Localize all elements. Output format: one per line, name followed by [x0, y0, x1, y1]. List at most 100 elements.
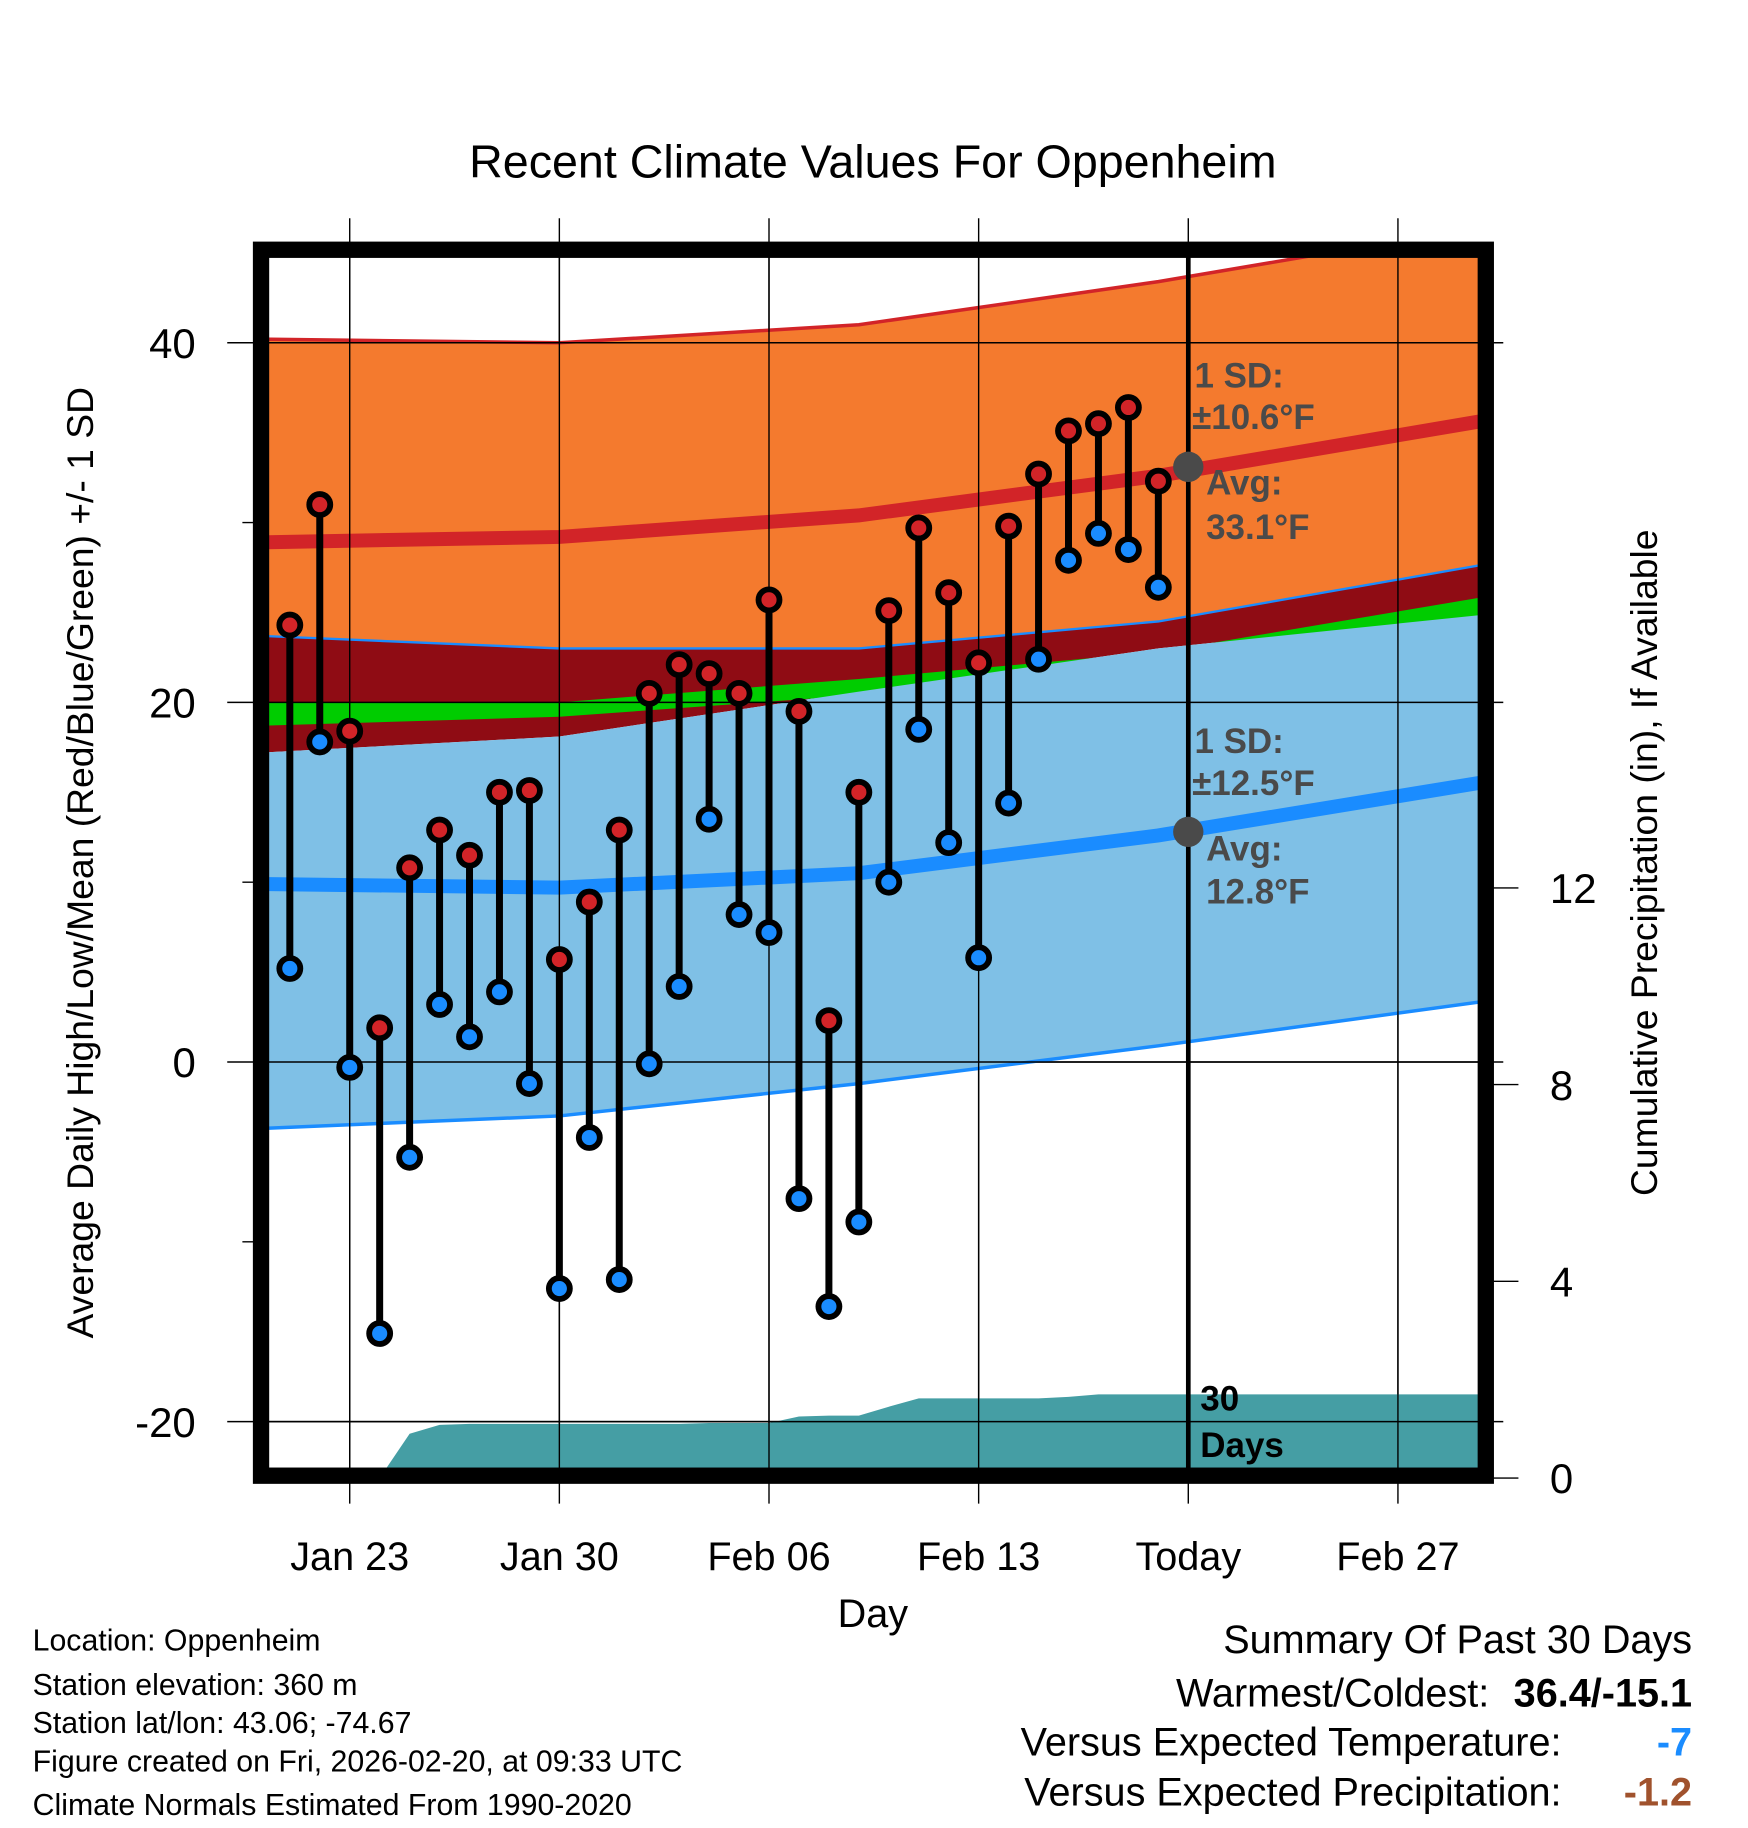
y2-axis-label: Cumulative Precipitation (in), If Availa… [1623, 529, 1665, 1196]
daily-high-point [545, 946, 573, 973]
daily-high-point [1144, 467, 1172, 495]
daily-high-point [935, 579, 963, 607]
daily-low-point [575, 1124, 603, 1151]
daily-high-point [815, 1007, 843, 1035]
summary-temp-value: -7 [1657, 1720, 1692, 1764]
high-lower-line [261, 563, 1486, 650]
info-latlon: Station lat/lon: 43.06; -74.67 [33, 1707, 412, 1740]
summary-precip-label: Versus Expected Precipitation: [1024, 1770, 1561, 1814]
x-tick-label: Feb 13 [917, 1535, 1040, 1579]
station-info: Location: Oppenheim Station elevation: 3… [33, 1624, 683, 1821]
daily-low-point [456, 1023, 483, 1051]
daily-high-point [755, 586, 783, 614]
daily-high-point [276, 611, 304, 639]
daily-low-point [755, 919, 783, 946]
daily-low-point [695, 805, 723, 833]
daily-high-point [456, 841, 483, 869]
daily-high-point [336, 717, 364, 745]
daily-low-point [516, 1070, 543, 1097]
y-tick-label: 40 [149, 320, 196, 367]
daily-low-point [665, 973, 693, 1000]
precip-days-label-2: Days [1200, 1426, 1284, 1465]
daily-high-point [1114, 394, 1142, 421]
daily-high-point [695, 660, 723, 688]
chart-title: Recent Climate Values For Oppenheim [469, 136, 1276, 188]
daily-low-point [935, 829, 963, 857]
daily-low-point [426, 991, 453, 1018]
daily-low-point [845, 1208, 873, 1236]
info-elevation: Station elevation: 360 m [33, 1669, 358, 1702]
low-avg-label: Avg: [1206, 829, 1282, 868]
high-avg-line [261, 413, 1486, 550]
daily-low-point [306, 728, 334, 756]
daily-high-point [905, 514, 933, 542]
daily-low-point [605, 1266, 633, 1293]
daily-low-point [785, 1185, 813, 1213]
daily-high-point [1025, 460, 1052, 488]
daily-high-point [396, 854, 424, 882]
daily-low-point [1114, 536, 1142, 563]
daily-low-point [905, 715, 933, 743]
daily-low-point [1144, 573, 1172, 601]
plot-frame [252, 241, 1494, 1484]
low-avg-value: 12.8°F [1206, 873, 1309, 912]
x-tick-label: Jan 23 [290, 1535, 409, 1579]
summary-temp-label: Versus Expected Temperature: [1021, 1720, 1562, 1764]
y2-tick-label: 4 [1550, 1258, 1573, 1305]
x-tick-label: Feb 06 [707, 1535, 830, 1579]
summary-warm-cold-value: 36.4/-15.1 [1514, 1671, 1692, 1715]
mean-band [261, 596, 1486, 726]
y2-tick-label: 12 [1550, 865, 1597, 912]
daily-low-point [366, 1320, 394, 1347]
high-avg-label: Avg: [1206, 463, 1282, 502]
today-high-avg-marker [1173, 451, 1204, 482]
daily-high-point [725, 679, 753, 707]
low-sd-label: 1 SD: [1194, 722, 1283, 761]
daily-low-point [995, 789, 1022, 817]
daily-low-point [725, 901, 753, 928]
y-tick-label: -20 [135, 1399, 196, 1446]
cumulative-precip-area [381, 1394, 1486, 1476]
info-location: Location: Oppenheim [33, 1624, 321, 1657]
daily-high-point [635, 679, 663, 707]
daily-high-point [995, 512, 1022, 540]
daily-high-point [575, 888, 603, 916]
annotations: 1 SD: ±10.6°F Avg: 33.1°F 1 SD: ±12.5°F … [1192, 356, 1315, 1465]
x-axis-label: Day [838, 1592, 909, 1636]
daily-high-point [605, 816, 633, 844]
daily-low-point [965, 944, 993, 972]
daily-low-point [1055, 546, 1082, 574]
today-low-avg-marker [1173, 816, 1204, 847]
x-tick-label: Jan 30 [500, 1535, 619, 1579]
daily-low-point [815, 1293, 843, 1320]
summary-title: Summary Of Past 30 Days [1223, 1618, 1692, 1662]
y-tick-label: 0 [172, 1039, 195, 1086]
y2-tick-label: 0 [1550, 1455, 1573, 1502]
daily-high-point [845, 778, 873, 806]
precip-days-label: 30 [1200, 1379, 1239, 1418]
daily-high-point [486, 778, 513, 806]
daily-high-point [665, 651, 693, 679]
daily-high-point [306, 491, 334, 518]
daily-high-point [965, 649, 993, 677]
info-created: Figure created on Fri, 2026-02-20, at 09… [33, 1746, 683, 1779]
daily-high-point [1085, 410, 1112, 438]
daily-high-point [875, 597, 903, 625]
y-axis-label: Average Daily High/Low/Mean (Red/Blue/Gr… [59, 387, 101, 1338]
x-tick-label: Today [1135, 1535, 1241, 1579]
high-sd-value: ±10.6°F [1192, 398, 1315, 437]
daily-low-point [396, 1143, 424, 1171]
precip-area [381, 1394, 1486, 1476]
daily-bars [276, 249, 1204, 1476]
daily-high-point [1055, 417, 1082, 445]
daily-low-point [1085, 519, 1112, 547]
high-upper-line [261, 249, 1358, 345]
y2-tick-label: 8 [1550, 1062, 1573, 1109]
high-avg-value: 33.1°F [1206, 508, 1309, 547]
summary-precip-value: -1.2 [1624, 1770, 1692, 1814]
low-sd-value: ±12.5°F [1192, 764, 1315, 803]
axes: Jan 23 Jan 30 Feb 06 Feb 13 Today Feb 2740200… [135, 320, 1596, 1579]
daily-low-point [336, 1053, 364, 1081]
summary: Summary Of Past 30 Days Warmest/Coldest:… [1021, 1618, 1692, 1815]
